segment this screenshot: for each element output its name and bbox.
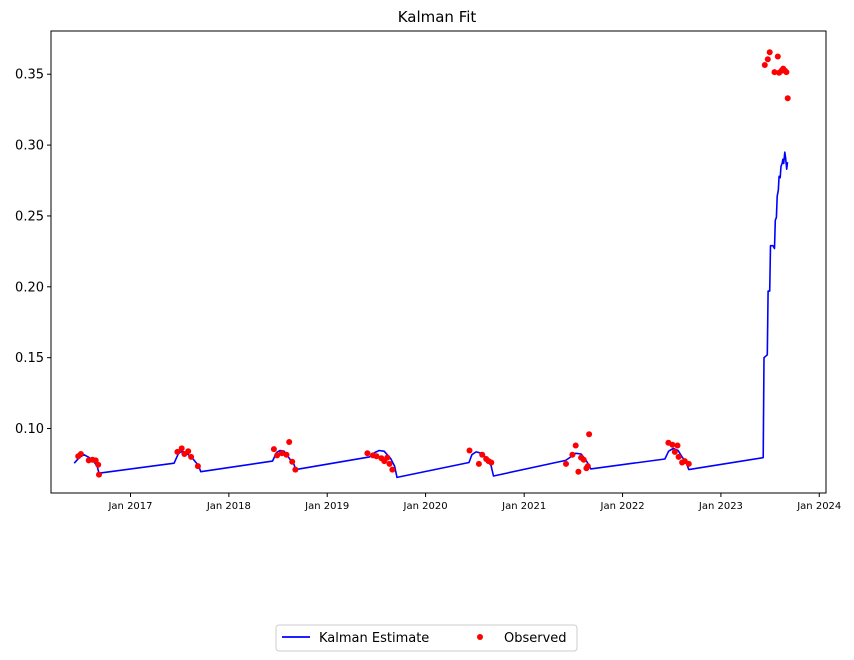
observed-point <box>761 62 768 68</box>
kalman-estimate-line <box>73 151 789 479</box>
observed-point <box>364 450 371 457</box>
observed-point <box>488 459 495 466</box>
observed-point <box>766 49 773 56</box>
x-tick-label: Jan 2022 <box>600 501 645 512</box>
observed-point <box>188 453 195 460</box>
legend-box <box>275 624 578 652</box>
observed-point <box>194 463 201 470</box>
observed-point <box>774 53 781 60</box>
x-tick-label: Jan 2018 <box>206 501 251 512</box>
observed-point <box>584 463 591 470</box>
observed-point <box>674 442 681 449</box>
axes: 0.10 0.15 0.20 0.25 0.30 0.35 Jan 2017 Jan 2018… <box>15 68 841 512</box>
observed-point <box>178 445 185 452</box>
legend-label-kalman-estimate: Kalman Estimate <box>319 631 429 646</box>
observed-point <box>292 466 299 473</box>
observed-point <box>373 453 380 460</box>
observed-point <box>278 450 285 457</box>
observed-point <box>764 56 771 63</box>
observed-point <box>771 69 778 76</box>
observed-point <box>77 451 84 457</box>
observed-point <box>784 95 791 102</box>
observed-point <box>475 460 482 467</box>
y-tick-label: 0.30 <box>15 139 44 154</box>
observed-point <box>569 451 576 458</box>
y-tick-label: 0.35 <box>15 68 44 83</box>
y-tick-label: 0.10 <box>15 422 44 437</box>
observed-point <box>289 458 296 465</box>
observed-point <box>671 448 678 455</box>
observed-point <box>685 460 692 467</box>
x-tick-label: Jan 2017 <box>107 501 152 512</box>
y-tick-label: 0.20 <box>15 280 44 295</box>
plot-area <box>73 49 791 479</box>
observed-point <box>270 446 277 453</box>
observed-point <box>479 451 486 458</box>
observed-point <box>572 442 579 449</box>
x-tick-label: Jan 2019 <box>304 501 349 512</box>
legend-label-observed: Observed <box>504 631 567 646</box>
observed-point <box>586 431 593 438</box>
observed-point <box>466 447 473 454</box>
x-tick-label: Jan 2023 <box>698 501 743 512</box>
x-tick-label: Jan 2021 <box>501 501 546 512</box>
legend: Kalman Estimate Observed <box>275 624 578 652</box>
observed-point <box>384 454 391 461</box>
observed-point <box>274 452 281 459</box>
observed-point <box>96 471 102 478</box>
observed-point <box>386 460 393 467</box>
observed-point <box>783 69 790 76</box>
observed-point <box>580 456 587 463</box>
y-tick-label: 0.25 <box>15 209 44 224</box>
observed-point <box>389 466 396 473</box>
observed-point <box>669 441 676 448</box>
observed-point <box>95 461 102 468</box>
observed-point <box>563 460 569 467</box>
observed-point <box>675 453 682 460</box>
plot-frame <box>50 30 827 494</box>
legend-dot-swatch <box>477 634 483 640</box>
chart-title: Kalman Fit <box>398 8 477 26</box>
y-tick-label: 0.15 <box>15 351 44 366</box>
observed-point <box>575 468 582 475</box>
x-tick-label: Jan 2020 <box>403 501 448 512</box>
observed-point <box>185 448 192 455</box>
x-tick-label: Jan 2024 <box>796 501 841 512</box>
observed-point <box>174 448 181 455</box>
observed-point <box>286 439 293 445</box>
observed-point <box>283 451 290 458</box>
